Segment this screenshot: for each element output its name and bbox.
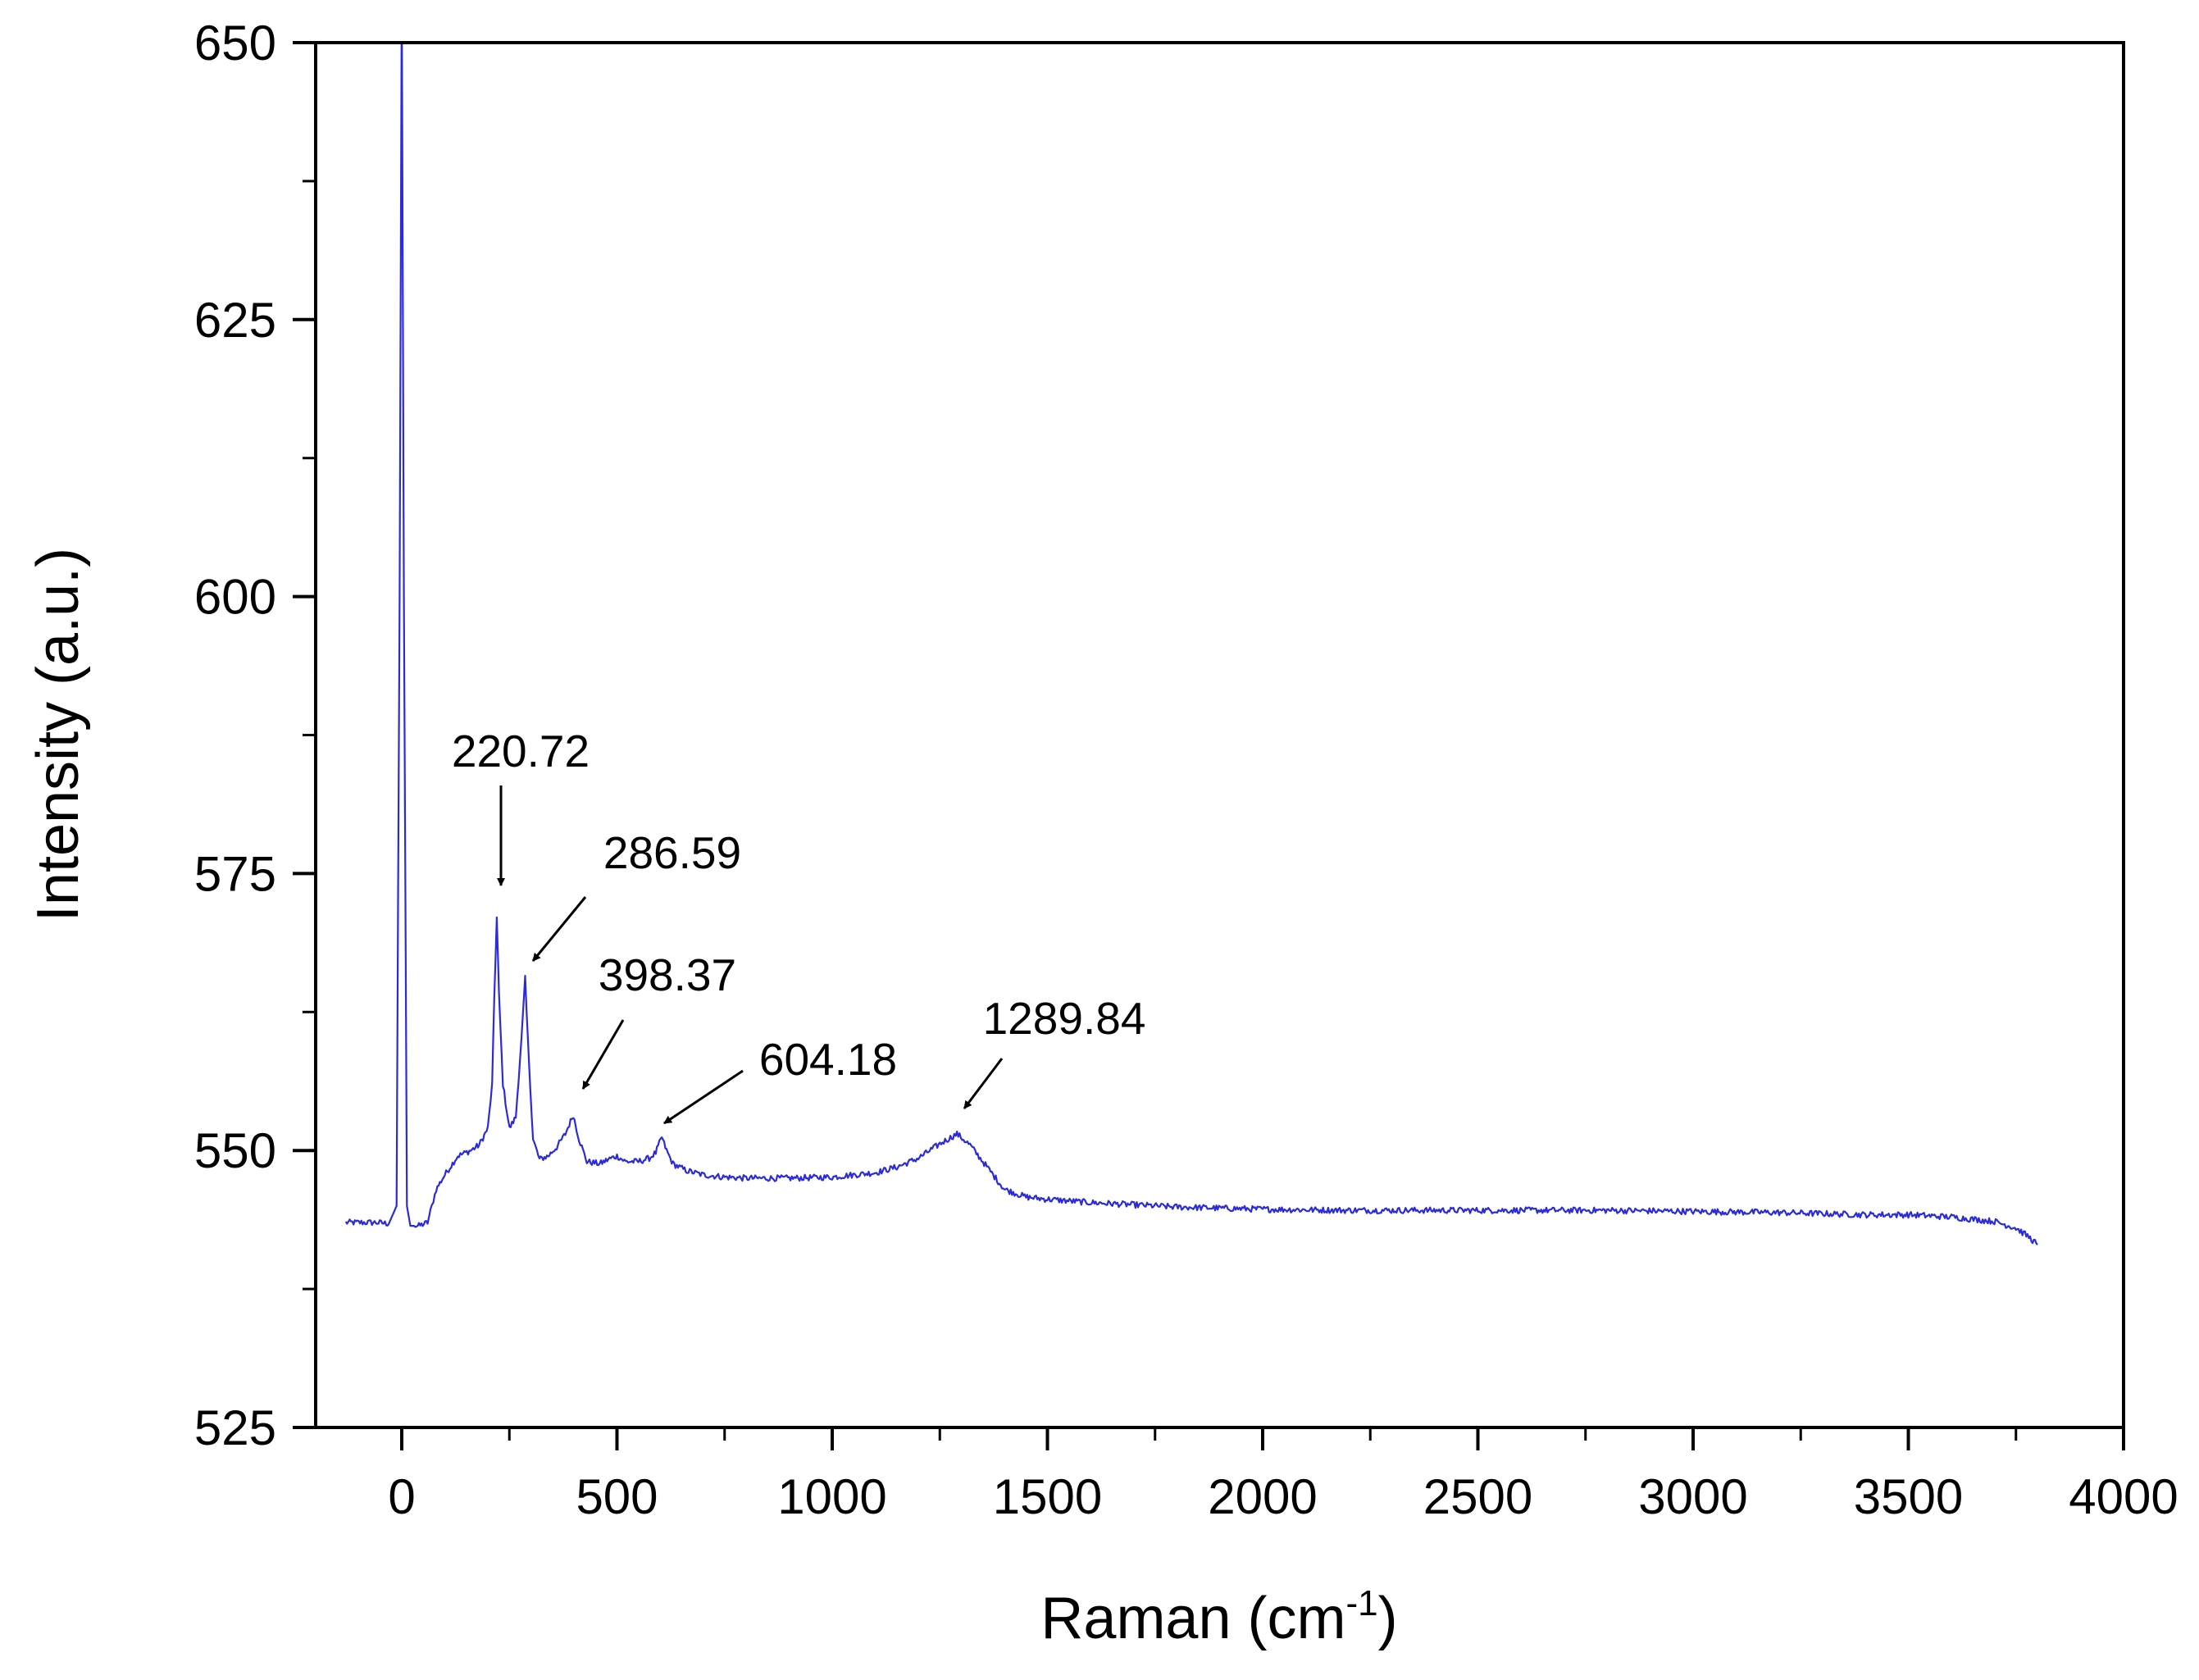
x-axis-title-main: Raman (cm [1040, 1586, 1345, 1651]
x-tick-label: 2000 [1208, 1469, 1317, 1524]
x-axis-title-superscript: -1 [1345, 1583, 1377, 1623]
plot-frame [314, 41, 2125, 1429]
x-tick-label: 2500 [1423, 1469, 1532, 1524]
peak-arrow [581, 1019, 625, 1090]
y-tick-label: 575 [194, 846, 276, 901]
peak-arrow [663, 1069, 744, 1125]
y-tick-label: 550 [194, 1123, 276, 1178]
x-axis-title: Raman (cm-1) [1040, 1583, 1397, 1651]
x-tick-label: 500 [576, 1469, 658, 1524]
y-tick-label: 600 [194, 570, 276, 625]
peak-arrow [531, 896, 587, 962]
x-tick-label: 1500 [993, 1469, 1102, 1524]
y-tick-label: 650 [194, 16, 276, 71]
peak-label: 604.18 [759, 1034, 897, 1085]
x-tick-label: 1000 [777, 1469, 886, 1524]
x-tick-label: 4000 [2069, 1469, 2178, 1524]
x-tick-label: 3000 [1638, 1469, 1747, 1524]
x-tick-label: 3500 [1854, 1469, 1963, 1524]
peak-label: 1289.84 [983, 993, 1146, 1044]
peak-label: 220.72 [452, 726, 590, 776]
peak-label: 398.37 [599, 949, 736, 1000]
x-axis-title-suffix: ) [1378, 1586, 1398, 1651]
peak-arrow [963, 1058, 1004, 1109]
x-tick-label: 0 [388, 1469, 415, 1524]
y-tick-label: 525 [194, 1400, 276, 1455]
peak-label: 286.59 [603, 827, 741, 878]
y-tick-label: 625 [194, 293, 276, 348]
y-axis-title: Intensity (a.u.) [25, 548, 91, 922]
series-line [344, 43, 2038, 1245]
